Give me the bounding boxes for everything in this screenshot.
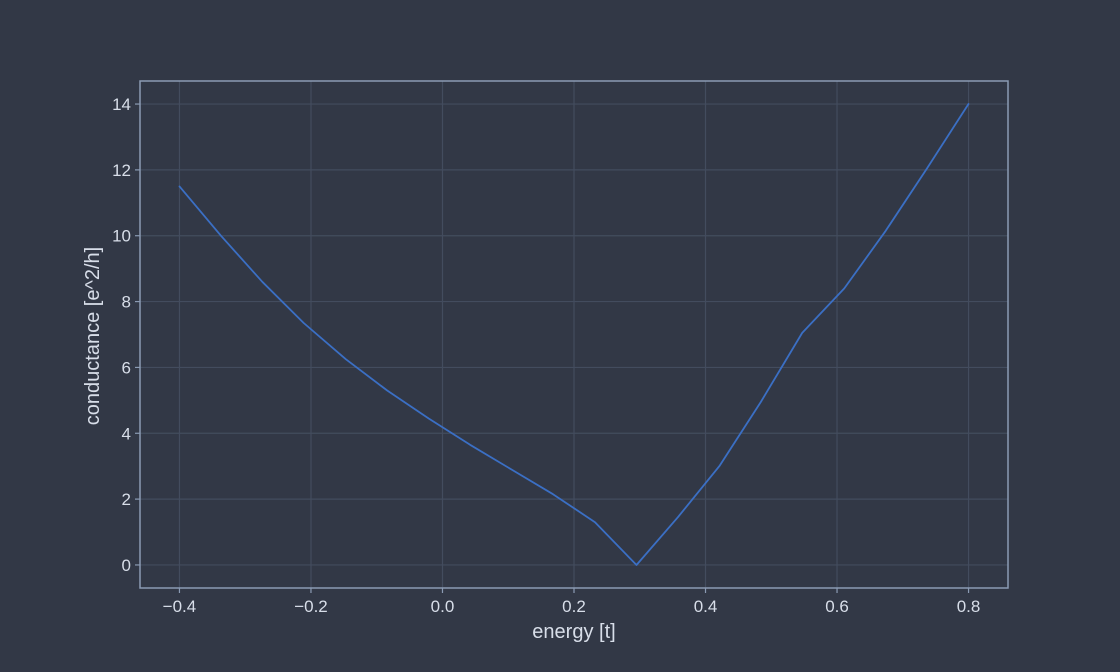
x-tick-label: 0.6 [825,597,849,616]
y-axis: 0 2 4 6 8 10 12 14 [112,95,140,575]
y-tick-label: 10 [112,227,131,246]
x-tick-label: −0.2 [294,597,328,616]
y-tick-label: 8 [122,293,131,312]
x-axis-label: energy [t] [532,621,615,643]
x-tick-label: −0.4 [163,597,197,616]
y-tick-label: 6 [122,358,131,377]
y-tick-label: 14 [112,95,131,114]
x-tick-label: 0.2 [562,597,586,616]
x-tick-label: 0.4 [694,597,718,616]
x-tick-label: 0.0 [431,597,455,616]
y-tick-label: 2 [122,490,131,509]
series-layer [178,103,970,566]
x-tick-label: 0.8 [957,597,981,616]
grid [140,81,1008,588]
series-line [178,103,970,566]
x-axis: −0.4 −0.2 0.0 0.2 0.4 0.6 0.8 [163,588,981,616]
y-axis-label: conductance [e^2/h] [82,247,104,425]
y-tick-label: 0 [122,556,131,575]
y-tick-label: 12 [112,161,131,180]
y-tick-label: 4 [122,424,131,443]
